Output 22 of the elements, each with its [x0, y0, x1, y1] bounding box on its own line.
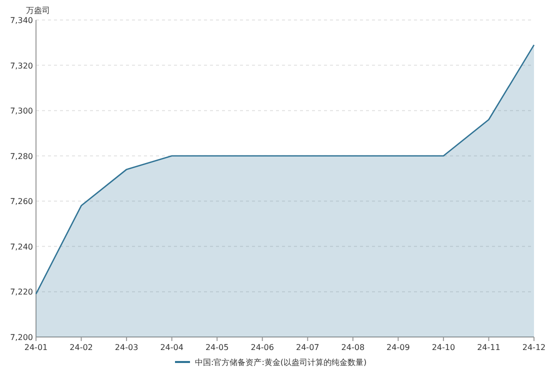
- y-tick-label: 7,340: [10, 16, 33, 25]
- x-tick-label: 24-04: [160, 343, 184, 352]
- x-tick-label: 24-11: [477, 343, 500, 352]
- y-tick-label: 7,300: [10, 106, 33, 116]
- y-tick-label: 7,200: [10, 333, 33, 342]
- y-tick-label: 7,320: [10, 61, 33, 70]
- x-tick-label: 24-05: [205, 343, 229, 352]
- legend-label: 中国:官方储备资产:黄金(以盎司计算的纯金数量): [195, 358, 367, 367]
- y-tick-label: 7,260: [10, 197, 33, 206]
- x-tick-label: 24-12: [522, 343, 546, 352]
- x-tick-label: 24-06: [250, 343, 274, 352]
- x-tick-label: 24-09: [386, 343, 410, 352]
- x-tick-label: 24-07: [296, 343, 320, 352]
- y-tick-label: 7,280: [10, 152, 33, 161]
- y-axis-title: 万盎司: [26, 6, 50, 15]
- x-tick-label: 24-01: [24, 343, 48, 352]
- x-tick-label: 24-03: [114, 343, 138, 352]
- y-tick-label: 7,240: [10, 242, 33, 252]
- x-tick-label: 24-08: [341, 343, 365, 352]
- x-tick-label: 24-02: [70, 343, 93, 352]
- x-tick-label: 24-10: [432, 343, 456, 352]
- y-tick-label: 7,220: [10, 288, 33, 297]
